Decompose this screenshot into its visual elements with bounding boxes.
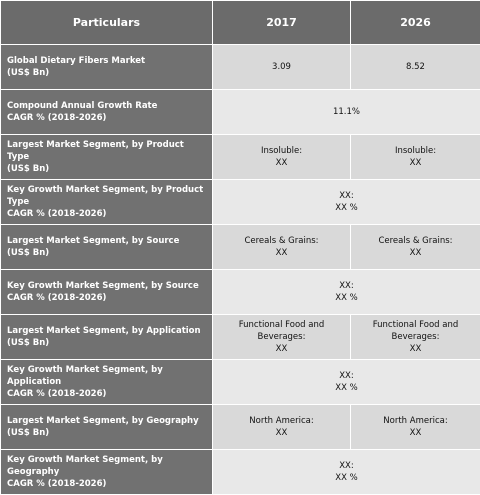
value-cell: Cereals & Grains:XX — [213, 225, 351, 270]
cell-line: (US$ Bn) — [7, 427, 206, 439]
header-cell: 2017 — [213, 1, 351, 45]
row-label: Largest Market Segment, by Application(U… — [1, 315, 213, 360]
cell-line: Key Growth Market Segment, by Product Ty… — [7, 184, 206, 208]
table-row: Key Growth Market Segment, by Applicatio… — [1, 360, 480, 405]
cell-line: North America: — [219, 415, 344, 427]
cell-line: CAGR % (2018-2026) — [7, 208, 206, 220]
cell-line: XX — [219, 247, 344, 259]
table-row: Global Dietary Fibers Market(US$ Bn) 3.09… — [1, 45, 480, 90]
cell-line: (US$ Bn) — [7, 337, 206, 349]
cell-line: XX % — [219, 472, 474, 484]
cell-line: Largest Market Segment, by Application — [7, 325, 206, 337]
value-cell: North America:XX — [213, 405, 351, 450]
cell-line: CAGR % (2018-2026) — [7, 478, 206, 490]
row-label: Largest Market Segment, by Source(US$ Bn… — [1, 225, 213, 270]
cell-line: 8.52 — [357, 61, 474, 73]
header-cell: Particulars — [1, 1, 213, 45]
cell-line: Largest Market Segment, by Product Type — [7, 139, 206, 163]
cell-line: XX — [357, 427, 474, 439]
cell-line: Key Growth Market Segment, by Geography — [7, 454, 206, 478]
cell-line: 11.1% — [219, 106, 474, 118]
cell-line: Key Growth Market Segment, by Applicatio… — [7, 364, 206, 388]
table-body: Global Dietary Fibers Market(US$ Bn)3.09… — [1, 45, 480, 495]
value-cell: 11.1% — [213, 90, 480, 135]
table-row: Key Growth Market Segment, by Product Ty… — [1, 180, 480, 225]
header-cell: 2026 — [351, 1, 480, 45]
row-label: Key Growth Market Segment, by Applicatio… — [1, 360, 213, 405]
row-label: Key Growth Market Segment, by Product Ty… — [1, 180, 213, 225]
cell-line: CAGR % (2018-2026) — [7, 292, 206, 304]
row-label: Largest Market Segment, by Product Type(… — [1, 135, 213, 180]
cell-line: 3.09 — [219, 61, 344, 73]
table-row: Largest Market Segment, by Application(U… — [1, 315, 480, 360]
cell-line: XX % — [219, 202, 474, 214]
value-cell: 3.09 — [213, 45, 351, 90]
cell-line: XX — [357, 157, 474, 169]
value-cell: XX:XX % — [213, 180, 480, 225]
value-cell: Cereals & Grains:XX — [351, 225, 480, 270]
cell-line: Insoluble: — [357, 145, 474, 157]
cell-line: Cereals & Grains: — [219, 235, 344, 247]
cell-line: Insoluble: — [219, 145, 344, 157]
value-cell: XX:XX % — [213, 360, 480, 405]
cell-line: Functional Food and Beverages: — [357, 319, 474, 343]
cell-line: Largest Market Segment, by Source — [7, 235, 206, 247]
value-cell: Functional Food and Beverages:XX — [213, 315, 351, 360]
value-cell: Insoluble:XX — [351, 135, 480, 180]
cell-line: XX % — [219, 382, 474, 394]
cell-line: XX: — [219, 370, 474, 382]
cell-line: XX % — [219, 292, 474, 304]
cell-line: (US$ Bn) — [7, 163, 206, 175]
cell-line: XX: — [219, 190, 474, 202]
table-row: Largest Market Segment, by Geography(US$… — [1, 405, 480, 450]
cell-line: Largest Market Segment, by Geography — [7, 415, 206, 427]
value-cell: Insoluble:XX — [213, 135, 351, 180]
cell-line: Cereals & Grains: — [357, 235, 474, 247]
cell-line: XX: — [219, 280, 474, 292]
cell-line: XX — [357, 247, 474, 259]
cell-line: XX — [219, 343, 344, 355]
header-row: Particulars 2017 2026 — [1, 1, 480, 45]
cell-line: Functional Food and Beverages: — [219, 319, 344, 343]
cell-line: XX: — [219, 460, 474, 472]
cell-line: XX — [219, 157, 344, 169]
row-label: Global Dietary Fibers Market(US$ Bn) — [1, 45, 213, 90]
value-cell: XX:XX % — [213, 450, 480, 495]
value-cell: XX:XX % — [213, 270, 480, 315]
row-label: Largest Market Segment, by Geography(US$… — [1, 405, 213, 450]
table-row: Largest Market Segment, by Source(US$ Bn… — [1, 225, 480, 270]
cell-line: Compound Annual Growth Rate — [7, 100, 206, 112]
value-cell: North America:XX — [351, 405, 480, 450]
table-row: Largest Market Segment, by Product Type(… — [1, 135, 480, 180]
cell-line: Key Growth Market Segment, by Source — [7, 280, 206, 292]
cell-line: North America: — [357, 415, 474, 427]
cell-line: (US$ Bn) — [7, 67, 206, 79]
cell-line: CAGR % (2018-2026) — [7, 112, 206, 124]
cell-line: CAGR % (2018-2026) — [7, 388, 206, 400]
cell-line: XX — [219, 427, 344, 439]
cell-line: (US$ Bn) — [7, 247, 206, 259]
value-cell: Functional Food and Beverages:XX — [351, 315, 480, 360]
cell-line: Global Dietary Fibers Market — [7, 55, 206, 67]
value-cell: 8.52 — [351, 45, 480, 90]
cell-line: XX — [357, 343, 474, 355]
